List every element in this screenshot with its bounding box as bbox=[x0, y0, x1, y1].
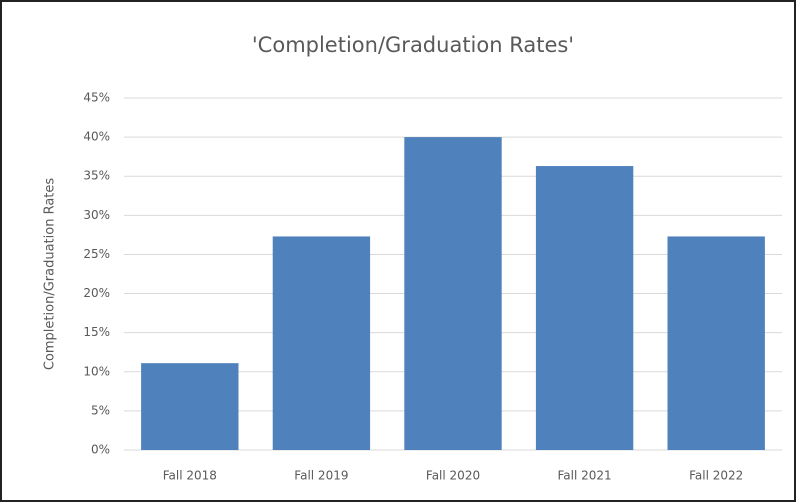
x-tick-label: Fall 2022 bbox=[689, 469, 743, 483]
y-tick-label: 30% bbox=[83, 208, 110, 222]
bar bbox=[141, 363, 239, 450]
bar bbox=[404, 137, 502, 450]
y-tick-label: 10% bbox=[83, 364, 110, 378]
chart-title: 'Completion/Graduation Rates' bbox=[252, 33, 574, 57]
x-tick-label: Fall 2019 bbox=[294, 469, 348, 483]
y-tick-label: 25% bbox=[83, 247, 110, 261]
y-tick-label: 40% bbox=[83, 130, 110, 144]
y-tick-label: 0% bbox=[91, 443, 110, 457]
y-tick-label: 5% bbox=[91, 403, 110, 417]
y-tick-label: 20% bbox=[83, 286, 110, 300]
y-tick-label: 35% bbox=[83, 169, 110, 183]
y-tick-label: 15% bbox=[83, 325, 110, 339]
y-axis-label: Completion/Graduation Rates bbox=[43, 178, 58, 371]
bar bbox=[535, 166, 634, 450]
x-tick-label: Fall 2018 bbox=[163, 469, 217, 483]
bar bbox=[667, 236, 765, 450]
x-tick-label: Fall 2021 bbox=[558, 469, 612, 483]
bar bbox=[272, 236, 371, 450]
y-tick-label: 45% bbox=[83, 91, 110, 105]
x-tick-label: Fall 2020 bbox=[426, 469, 480, 483]
